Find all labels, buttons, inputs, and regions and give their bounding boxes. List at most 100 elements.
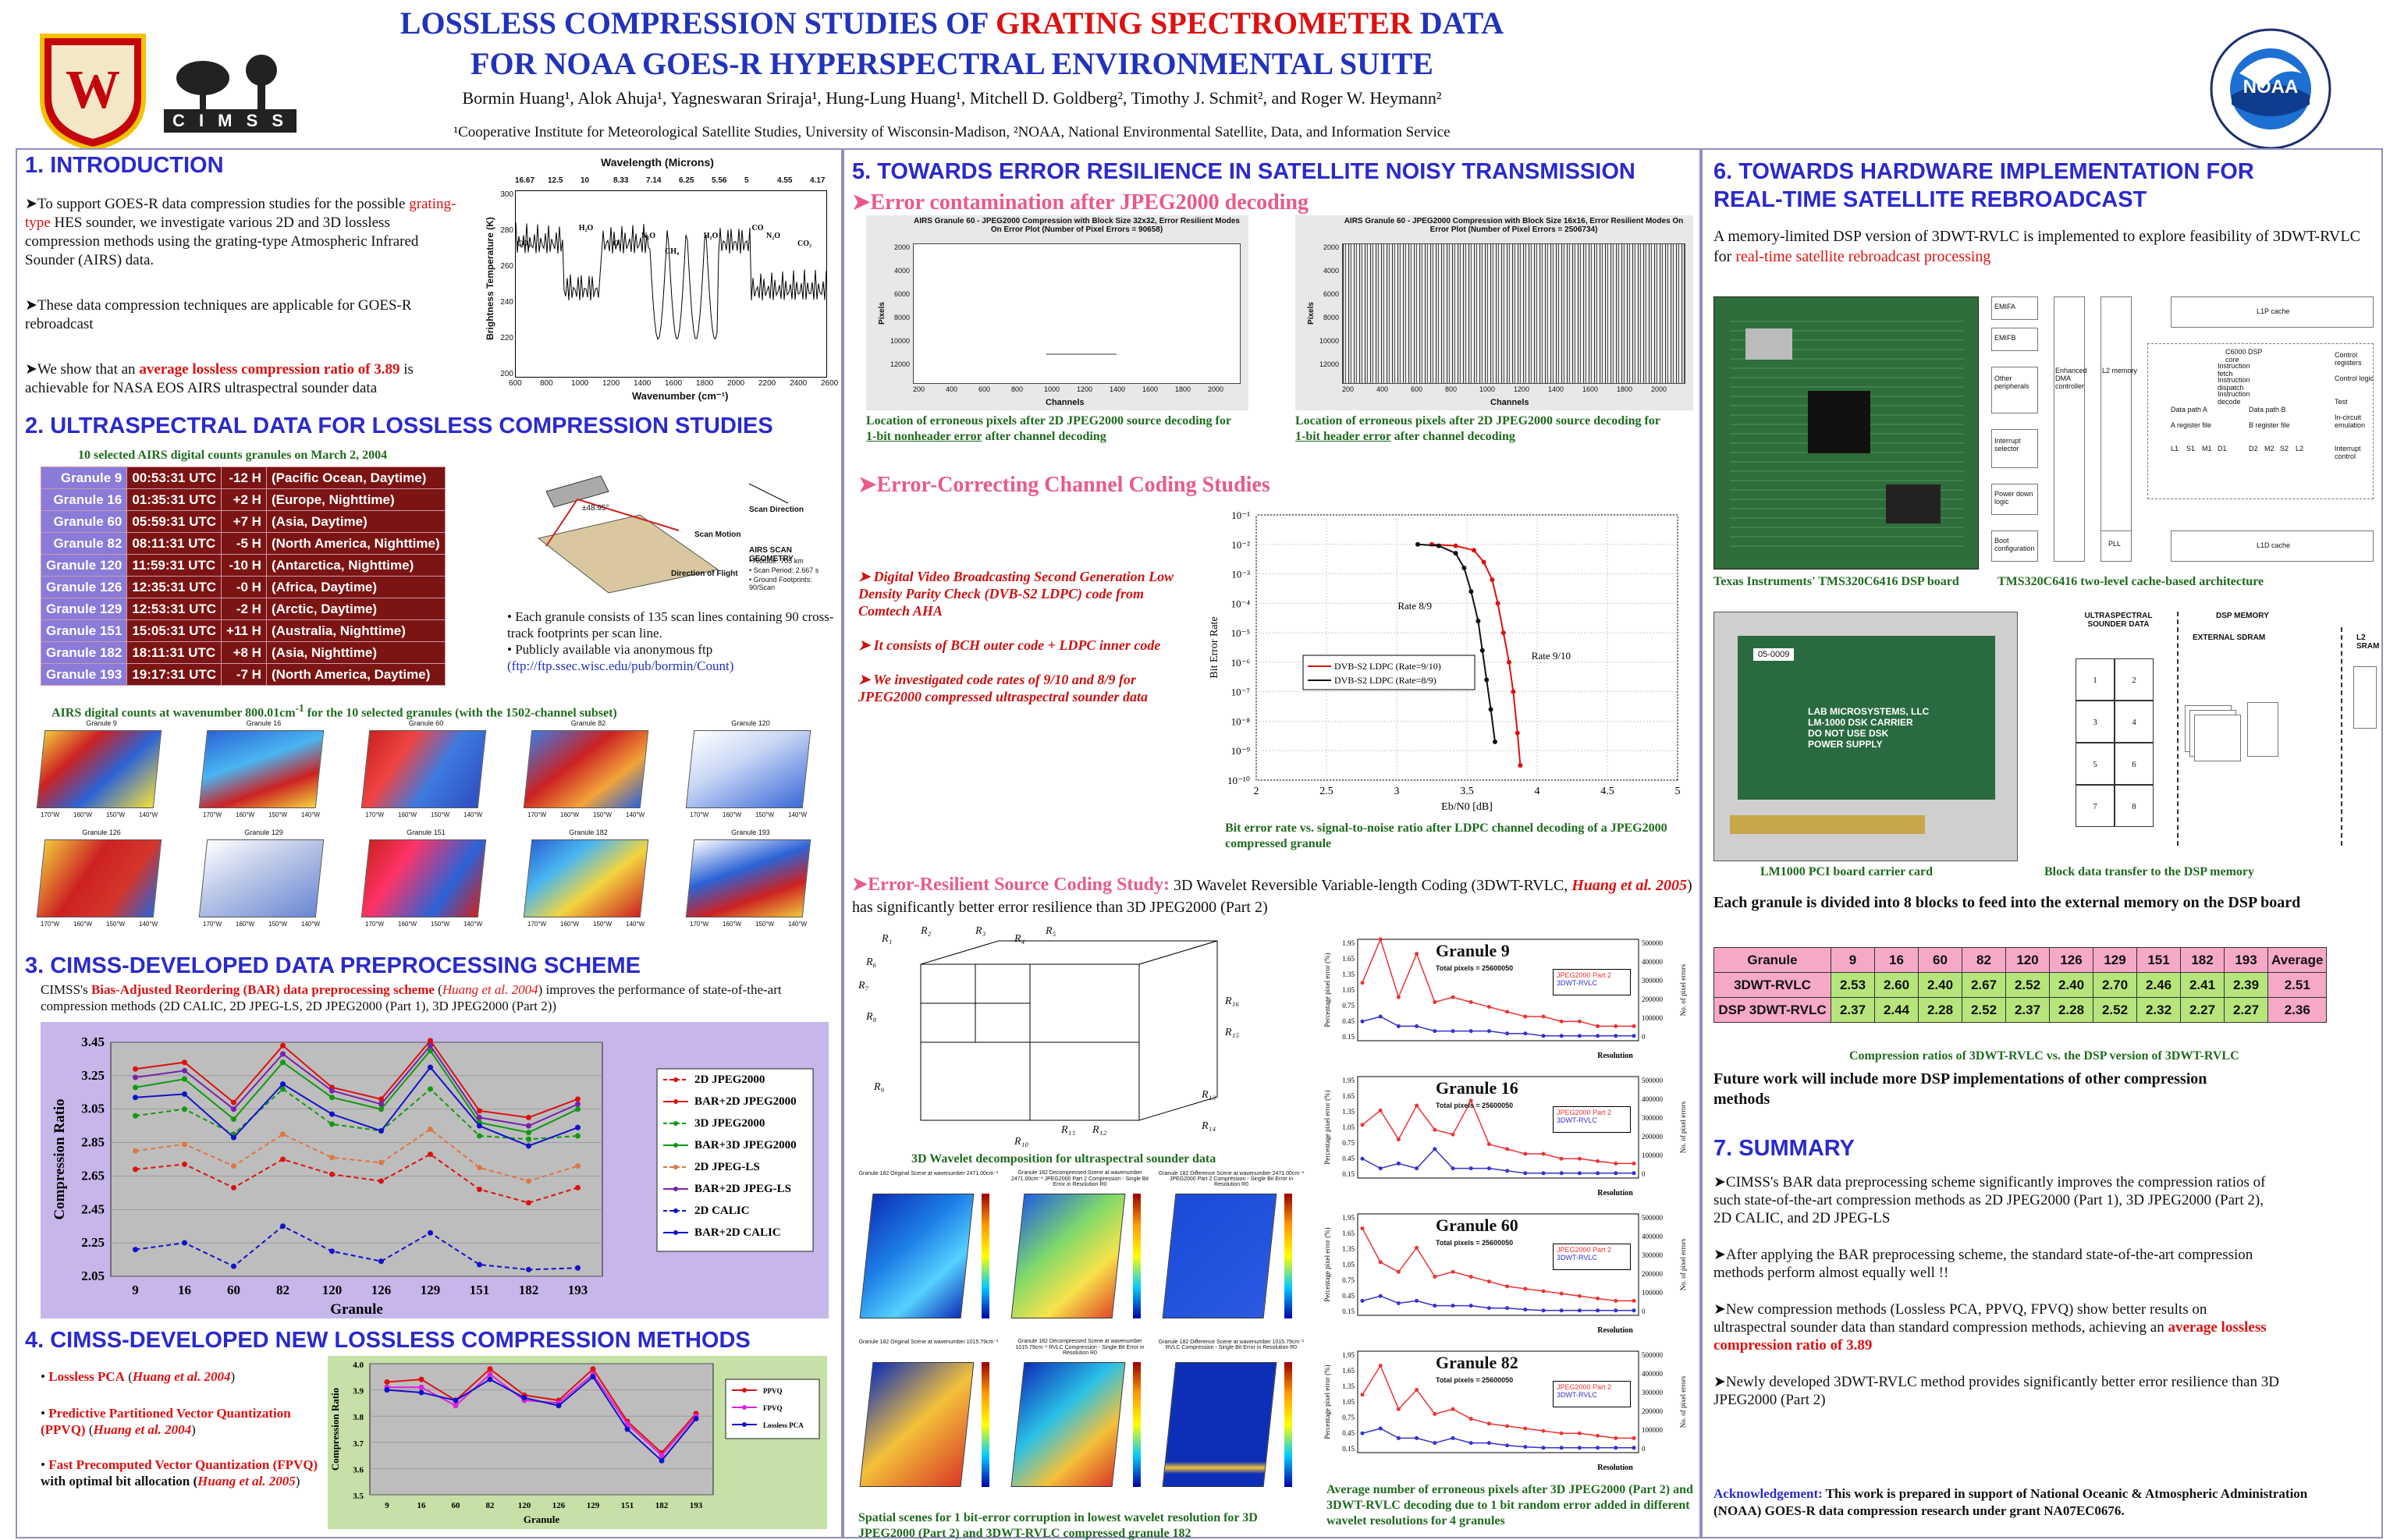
scene-title: Granule 182 Original Scene at wavenumber… <box>858 1340 999 1345</box>
maps-caption: AIRS digital counts at wavenumber 800.01… <box>51 702 617 720</box>
jpeg2000-point <box>1486 1421 1491 1426</box>
rvlc-point <box>1360 1298 1365 1303</box>
spectrum-x-tick: 2600 <box>821 379 839 388</box>
granule-cell: Granule 151 <box>40 619 128 642</box>
rvlc-point <box>1378 1014 1383 1019</box>
granule-cell: (Pacific Ocean, Daytime) <box>265 467 446 489</box>
granule-cell: (Arctic, Daytime) <box>265 598 446 620</box>
data-point <box>133 1074 138 1080</box>
data-block: 8 <box>2115 785 2154 827</box>
granule-cell: 00:53:31 UTC <box>126 467 222 489</box>
arch-label: Control registers <box>2335 351 2362 367</box>
arch-label: Data path B <box>2249 406 2286 413</box>
err-y-tick: 1.95 <box>1342 939 1355 947</box>
arch-label: L1 <box>2171 445 2179 452</box>
ratio-row: DSP 3DWT-RVLC 2.37 2.44 2.28 2.52 2.37 2.28 2.5… <box>1713 997 2328 1023</box>
jpeg2000-point <box>1360 981 1365 985</box>
ratio-cell: 2.53 <box>1831 972 1875 998</box>
ber-point <box>1475 619 1481 623</box>
x-tick-label: 193 <box>568 1283 588 1297</box>
map-title: Granule 182 <box>569 829 608 836</box>
jpeg2000-point <box>1541 1014 1546 1019</box>
map-x-tick: 170°W <box>365 921 385 928</box>
granule-map-6: Granule 129 170°W 160°W 150°W 140°W <box>186 829 342 931</box>
lm1000-card-photo: LAB MICROSYSTEMS, LLC LM-1000 DSK CARRIER… <box>1713 612 2018 861</box>
legend-marker <box>673 1121 678 1126</box>
data-point <box>182 1141 187 1148</box>
err-y2-tick: 400000 <box>1642 958 1664 966</box>
rvlc-point <box>1433 1147 1437 1151</box>
map-xaxis: 170°W 160°W 150°W 140°W <box>41 811 165 821</box>
data-point <box>575 1133 581 1139</box>
map-x-tick: 170°W <box>527 811 547 818</box>
data-point <box>182 1067 187 1073</box>
map-x-tick: 170°W <box>41 921 60 928</box>
map-x-tick: 140°W <box>626 811 645 818</box>
map-x-tick: 150°W <box>268 811 288 818</box>
jpeg2000-point <box>1378 1364 1383 1368</box>
data-point <box>428 1151 433 1158</box>
err-x-label: Resolution <box>1597 1189 1633 1198</box>
ratio-cell: 2.52 <box>1962 997 2006 1023</box>
ratio-table-caption: Compression ratios of 3DWT-RVLC vs. the … <box>1849 1049 2239 1063</box>
map-xaxis: 170°W 160°W 150°W 140°W <box>690 811 815 821</box>
err-y-tick: 0.75 <box>1342 1139 1355 1147</box>
granule-cell: (Australia, Nighttime) <box>265 619 446 642</box>
spectrum-top-tick: 5.56 <box>712 176 727 185</box>
data-block: 2 <box>2115 658 2154 701</box>
spectrum-top-tick: 4.17 <box>810 176 826 185</box>
granule-cell: Granule 9 <box>40 467 128 489</box>
series-line-2 <box>386 1375 697 1462</box>
granule-cell: (Antarctica, Nighttime) <box>265 554 446 577</box>
header-error-caption: Location of erroneous pixels after 2D JP… <box>1295 414 1660 443</box>
legend-label: BAR+2D JPEG2000 <box>694 1095 797 1108</box>
ber-point <box>1515 730 1520 736</box>
map-image <box>198 730 325 808</box>
err-y2-tick: 100000 <box>1642 1014 1664 1022</box>
ratio-cell: 2.40 <box>2049 972 2093 998</box>
err-y-tick: 1.35 <box>1342 1108 1355 1116</box>
ratio-cell: Average <box>2267 947 2328 973</box>
acknowledgement: Acknowledgement: This work is prepared i… <box>1713 1486 2308 1518</box>
err-x-label: Resolution <box>1597 1464 1633 1472</box>
rvlc-point <box>1415 1166 1419 1171</box>
scene-panel: Granule 182 Original Scene at wavenumber… <box>855 1339 1002 1503</box>
map-x-tick: 150°W <box>268 921 288 928</box>
rvlc-point <box>1378 1426 1383 1431</box>
scene-panel: Granule 182 Difference Scene at wavenumb… <box>1158 1339 1305 1503</box>
wavelet-label: R₃ <box>975 925 986 937</box>
err-y-tick: 0.45 <box>1342 1292 1355 1300</box>
data-point <box>280 1131 286 1137</box>
section5-heading: 5. TOWARDS ERROR RESILIENCE IN SATELLITE… <box>852 159 1635 184</box>
channel-coding-heading: ➤Error-Correcting Channel Coding Studies <box>858 473 1270 497</box>
data-point <box>453 1403 459 1409</box>
jpeg2000-point <box>1396 1269 1401 1274</box>
rvlc-point <box>1559 1446 1564 1450</box>
map-x-tick: 150°W <box>106 921 126 928</box>
ber-y-tick: 10⁻³ <box>1231 569 1250 580</box>
data-point <box>133 1066 138 1072</box>
legend-rvlc: 3DWT-RVLC <box>1557 1116 1597 1124</box>
err-y2-tick: 0 <box>1642 1308 1646 1315</box>
granule-cell: Granule 16 <box>40 488 128 511</box>
map-title: Granule 126 <box>82 829 121 836</box>
err-y-label: Percentage pixel error (%) <box>1323 1227 1331 1301</box>
rvlc-point <box>1486 1029 1491 1034</box>
err-y2-tick: 200000 <box>1642 1407 1664 1415</box>
data-point <box>133 1095 138 1101</box>
map-x-tick: 160°W <box>398 921 417 928</box>
ber-y-tick: 10⁻⁷ <box>1231 687 1250 698</box>
error-panel-legend: JPEG2000 Part 2 3DWT-RVLC <box>1553 1381 1631 1407</box>
data-point <box>575 1096 581 1102</box>
data-point <box>384 1387 390 1393</box>
rvlc-point <box>1468 1304 1473 1308</box>
affiliation: ¹Cooperative Institute for Meteorologica… <box>453 124 1451 140</box>
rvlc-point <box>1614 1034 1618 1038</box>
legend-label: 2D JPEG-LS <box>694 1161 760 1173</box>
header-error-image: AIRS Granule 60 - JPEG2000 Compression w… <box>1295 215 1693 410</box>
wavelet-label: R₂ <box>921 925 932 937</box>
jpeg2000-point <box>1468 1417 1473 1421</box>
scene-panel: Granule 182 Difference Scene at wavenumb… <box>1158 1170 1305 1334</box>
error-panel-title: Granule 60 <box>1436 1215 1518 1235</box>
data-point <box>133 1166 138 1173</box>
